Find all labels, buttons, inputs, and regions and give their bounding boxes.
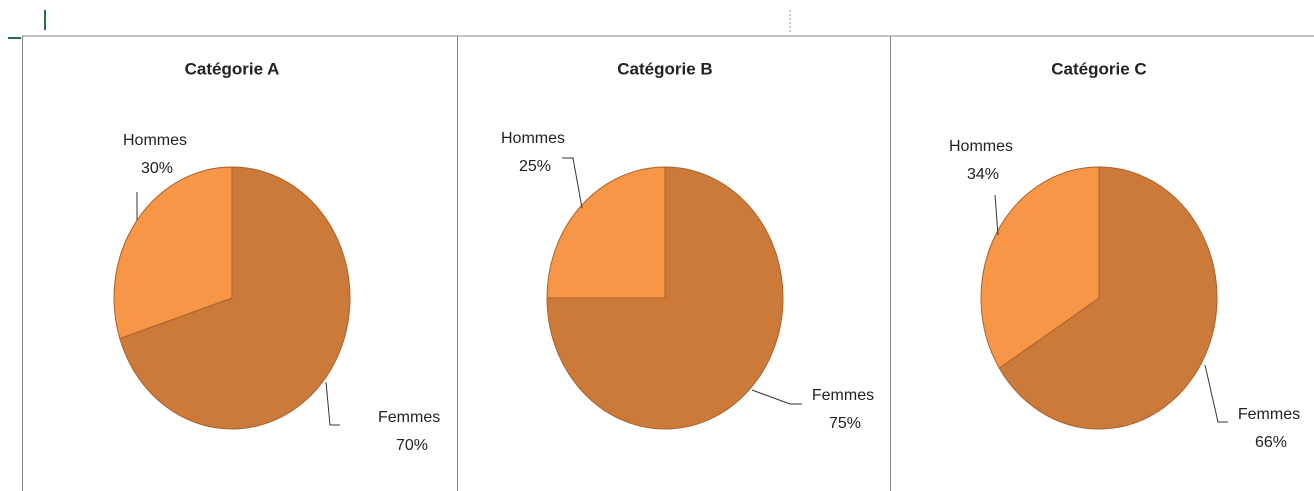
leader-line xyxy=(994,194,999,236)
pie-slice xyxy=(546,166,666,299)
leader-line xyxy=(751,389,802,405)
slice-label: Hommes xyxy=(949,138,1013,155)
slice-label: Hommes xyxy=(501,130,565,147)
leader-line xyxy=(1204,364,1228,423)
value-label: 25% xyxy=(519,158,551,175)
value-label: 30% xyxy=(141,160,173,177)
slice-label: Femmes xyxy=(812,387,874,404)
pie-slice xyxy=(546,166,784,430)
chart-title: Catégorie C xyxy=(1051,59,1146,78)
value-label: 66% xyxy=(1255,434,1287,451)
value-label: 34% xyxy=(967,166,999,183)
chart-title: Catégorie B xyxy=(617,59,712,78)
value-label: 70% xyxy=(396,437,428,454)
chart-title: Catégorie A xyxy=(185,59,280,78)
leader-line xyxy=(562,157,583,209)
leader-line xyxy=(325,381,340,426)
pie-slice xyxy=(119,166,351,430)
pie-slice xyxy=(980,166,1100,369)
slice-label: Femmes xyxy=(1238,406,1300,423)
slice-label: Femmes xyxy=(378,409,440,426)
pie-slice xyxy=(998,166,1218,430)
slice-label: Hommes xyxy=(123,132,187,149)
value-label: 75% xyxy=(829,415,861,432)
pie-slice xyxy=(113,166,233,340)
